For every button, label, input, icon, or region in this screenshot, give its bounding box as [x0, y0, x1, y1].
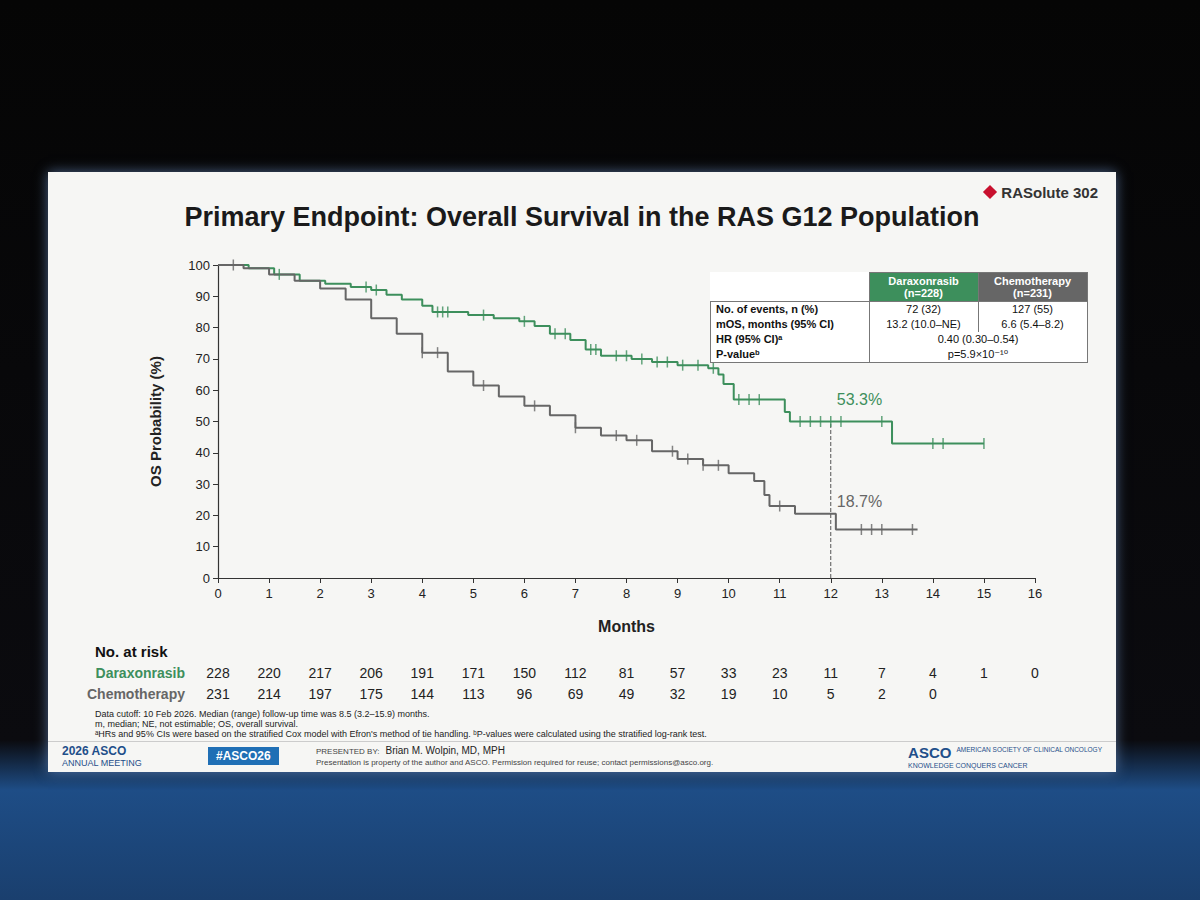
svg-text:231: 231	[206, 686, 230, 702]
html-text:m, median; NE, not estimable;: m, median; NE, not estimable; OS, overal…	[95, 719, 299, 729]
svg-text:3: 3	[368, 586, 375, 601]
svg-text:12: 12	[824, 586, 838, 601]
svg-text:96: 96	[517, 686, 533, 702]
svg-text:175: 175	[360, 686, 384, 702]
svg-text:214: 214	[257, 686, 281, 702]
svg-text:69: 69	[568, 686, 584, 702]
svg-text:5: 5	[827, 686, 835, 702]
svg-text:0: 0	[203, 571, 210, 586]
svg-text:57: 57	[670, 665, 686, 681]
svg-text:112: 112	[564, 665, 587, 681]
svg-text:Months: Months	[598, 618, 655, 635]
svg-text:150: 150	[513, 665, 537, 681]
svg-text:100: 100	[188, 258, 210, 273]
svg-text:0: 0	[1031, 665, 1039, 681]
svg-text:80: 80	[196, 320, 210, 335]
svg-text:6: 6	[521, 586, 528, 601]
svg-text:4: 4	[929, 665, 937, 681]
svg-text:16: 16	[1028, 586, 1042, 601]
svg-text:70: 70	[196, 351, 210, 366]
html-text:72 (32): 72 (32)	[906, 303, 941, 315]
svg-text:20: 20	[196, 508, 210, 523]
svg-text:10: 10	[196, 539, 210, 554]
html-text:Primary Endpoint: Overall Surv: Primary Endpoint: Overall Survival in th…	[184, 202, 980, 232]
svg-text:13: 13	[875, 586, 889, 601]
svg-text:15: 15	[977, 586, 991, 601]
html-text:127 (55): 127 (55)	[1012, 303, 1053, 315]
svg-text:206: 206	[360, 665, 384, 681]
svg-text:144: 144	[411, 686, 435, 702]
html-text:PRESENTED BY:: PRESENTED BY:	[316, 747, 380, 756]
svg-text:32: 32	[670, 686, 686, 702]
svg-text:2: 2	[317, 586, 324, 601]
html-text:Chemotherapy (n=231): Chemotherapy (n=231)	[994, 275, 1071, 299]
svg-text:171: 171	[462, 665, 486, 681]
html-text:AMERICAN SOCIETY OF CLINICAL O: AMERICAN SOCIETY OF CLINICAL ONCOLOGY	[956, 746, 1102, 753]
svg-text:220: 220	[257, 665, 281, 681]
svg-text:No. at risk: No. at risk	[95, 643, 168, 660]
html-text:mOS, months (95% CI): mOS, months (95% CI)	[716, 318, 834, 330]
svg-text:4: 4	[419, 586, 426, 601]
svg-text:191: 191	[411, 665, 435, 681]
svg-text:2: 2	[878, 686, 886, 702]
html-text:ASCO: ASCO	[908, 744, 952, 761]
html-text:P-valueᵇ: P-valueᵇ	[716, 348, 760, 360]
html-text:KNOWLEDGE CONQUERS CANCER: KNOWLEDGE CONQUERS CANCER	[908, 762, 1028, 769]
svg-text:0: 0	[929, 686, 937, 702]
svg-text:11: 11	[823, 665, 838, 681]
svg-text:Chemotherapy: Chemotherapy	[87, 686, 185, 702]
svg-text:8: 8	[623, 586, 630, 601]
svg-text:40: 40	[196, 445, 210, 460]
html-text:p=5.9×10⁻¹⁰: p=5.9×10⁻¹⁰	[947, 348, 1009, 360]
svg-text:23: 23	[772, 665, 788, 681]
svg-text:197: 197	[308, 686, 332, 702]
html-text:#ASCO26: #ASCO26	[216, 749, 271, 763]
svg-text:7: 7	[878, 665, 886, 681]
svg-text:81: 81	[619, 665, 635, 681]
html-text:RASolute 302: RASolute 302	[1001, 184, 1098, 201]
html-text:Daraxonrasib (n=228): Daraxonrasib (n=228)	[888, 275, 959, 299]
svg-text:228: 228	[206, 665, 230, 681]
svg-text:14: 14	[926, 586, 940, 601]
svg-text:OS Probability (%): OS Probability (%)	[147, 356, 164, 487]
svg-text:113: 113	[462, 686, 485, 702]
html-text:2026 ASCO: 2026 ASCO	[62, 744, 127, 758]
html-text:0.40 (0.30–0.54): 0.40 (0.30–0.54)	[937, 333, 1019, 345]
svg-text:9: 9	[674, 586, 681, 601]
svg-text:30: 30	[196, 477, 210, 492]
svg-text:0: 0	[214, 586, 221, 601]
svg-text:53.3%: 53.3%	[837, 391, 882, 408]
svg-text:49: 49	[619, 686, 635, 702]
html-text:13.2 (10.0–NE): 13.2 (10.0–NE)	[886, 318, 961, 330]
svg-text:7: 7	[572, 586, 579, 601]
svg-text:1: 1	[980, 665, 988, 681]
html-text:6.6 (5.4–8.2): 6.6 (5.4–8.2)	[1001, 318, 1064, 330]
html-text:Presentation is property of th: Presentation is property of the author a…	[316, 758, 714, 767]
svg-text:50: 50	[196, 414, 210, 429]
svg-text:10: 10	[721, 586, 735, 601]
svg-text:90: 90	[196, 289, 210, 304]
html-text:Data cutoff: 10 Feb 2026. Medi: Data cutoff: 10 Feb 2026. Median (range)…	[95, 709, 430, 719]
html-text:ANNUAL MEETING: ANNUAL MEETING	[62, 758, 142, 768]
html-text:Brian M. Wolpin, MD, MPH: Brian M. Wolpin, MD, MPH	[385, 745, 505, 756]
svg-text:18.7%: 18.7%	[837, 493, 882, 510]
svg-text:10: 10	[772, 686, 788, 702]
svg-text:11: 11	[773, 586, 787, 601]
svg-text:19: 19	[721, 686, 737, 702]
svg-text:5: 5	[470, 586, 477, 601]
svg-text:1: 1	[265, 586, 272, 601]
html-text:HR (95% CI)ᵃ: HR (95% CI)ᵃ	[716, 333, 783, 345]
svg-text:217: 217	[308, 665, 332, 681]
svg-text:Daraxonrasib: Daraxonrasib	[96, 665, 185, 681]
svg-text:60: 60	[196, 383, 210, 398]
html-text:ᵃHRs and 95% CIs were based on: ᵃHRs and 95% CIs were based on the strat…	[95, 729, 707, 739]
svg-text:33: 33	[721, 665, 737, 681]
html-text:No. of events, n (%): No. of events, n (%)	[716, 303, 819, 315]
